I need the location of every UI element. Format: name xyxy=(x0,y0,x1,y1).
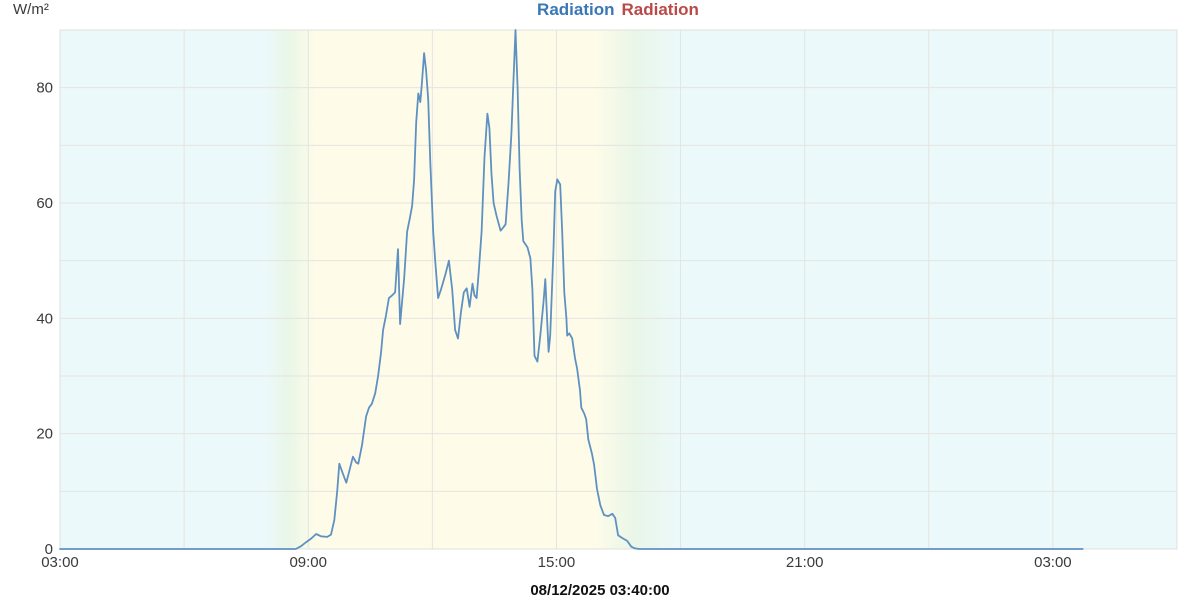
x-tick-label: 21:00 xyxy=(786,554,824,571)
y-tick-label: 20 xyxy=(36,426,53,443)
x-tick-label: 15:00 xyxy=(538,554,576,571)
radiation-line xyxy=(59,29,1084,550)
footer-timestamp: 08/12/2025 03:40:00 xyxy=(530,582,670,599)
legend-radiation-secondary: Radiation xyxy=(621,0,699,19)
x-tick-label: 03:00 xyxy=(41,554,79,571)
x-tick-label: 03:00 xyxy=(1034,554,1072,571)
y-tick-label: 0 xyxy=(45,541,53,558)
y-tick-label: 60 xyxy=(36,195,53,212)
plot-background xyxy=(60,30,1177,549)
y-axis-unit-label: W/m² xyxy=(13,1,49,18)
legend-radiation-primary: Radiation xyxy=(537,0,615,19)
x-tick-label: 09:00 xyxy=(289,554,327,571)
plot-border xyxy=(59,29,1178,550)
chart-legend: Radiation Radiation xyxy=(0,0,1200,20)
y-tick-label: 80 xyxy=(36,80,53,97)
y-tick-label: 40 xyxy=(36,310,53,327)
